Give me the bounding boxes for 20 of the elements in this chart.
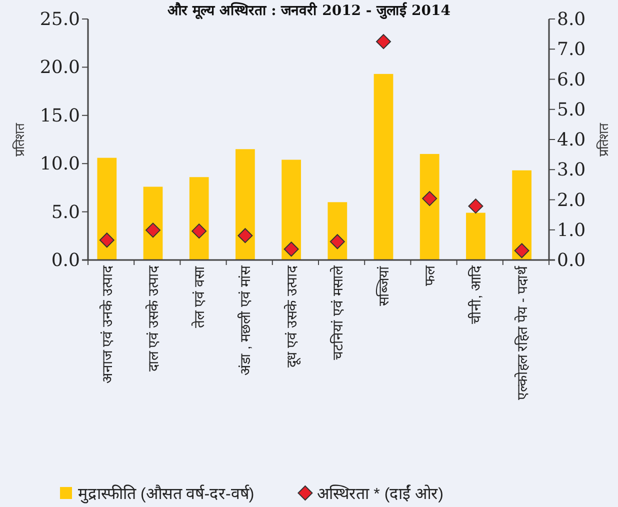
ytick: 0.0 xyxy=(51,250,80,271)
ytick: 25.0 xyxy=(40,9,80,30)
y2tick: 2.0 xyxy=(557,190,586,211)
y2label: प्रतिशत xyxy=(596,124,611,156)
y2tick: 3.0 xyxy=(557,160,586,181)
legend-label: अस्थिरता * (दाईं ओर) xyxy=(317,484,444,503)
ytick: 15.0 xyxy=(40,105,80,126)
y2tick: 6.0 xyxy=(557,69,586,90)
y2tick: 1.0 xyxy=(557,220,586,241)
ylabel: प्रतिशत xyxy=(12,124,27,156)
title: और मूल्य अस्थिरता : जनवरी 2012 - जुलाई 2014 xyxy=(168,3,450,19)
y2tick: 0.0 xyxy=(557,250,586,271)
legend-label: मुद्रास्फीति (औसत वर्ष-दर-वर्ष) xyxy=(78,484,254,504)
y2tick: 4.0 xyxy=(557,130,586,150)
ytick: 20.0 xyxy=(40,57,80,78)
y2tick: 8.0 xyxy=(557,9,586,30)
y2tick: 5.0 xyxy=(557,99,586,120)
y2tick: 7.0 xyxy=(557,39,586,60)
ytick: 10.0 xyxy=(40,154,80,175)
ytick: 5.0 xyxy=(51,202,80,223)
